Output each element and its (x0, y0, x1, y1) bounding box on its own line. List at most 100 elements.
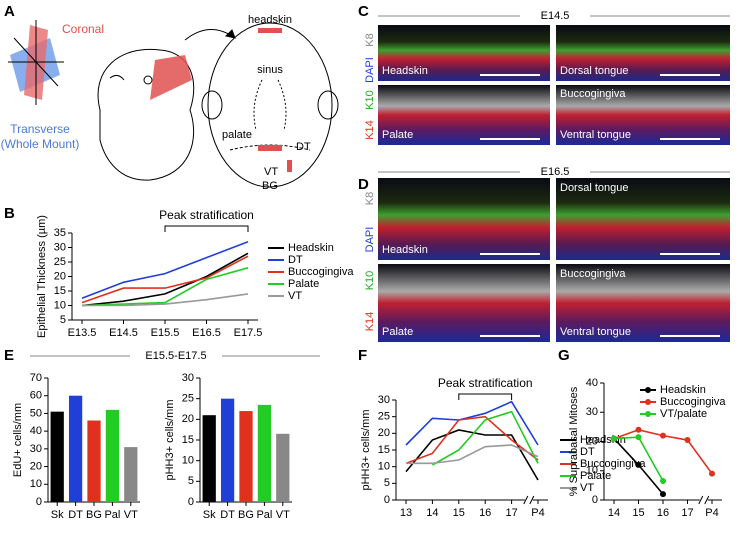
point (635, 426, 642, 433)
legend-label: DT (288, 254, 303, 266)
panel-label: F (358, 347, 367, 364)
y-tick-label: 15 (54, 285, 66, 297)
diagram-label: (Whole Mount) (1, 137, 80, 151)
stain-label: K10 (364, 90, 376, 110)
diagram-label: palate (222, 129, 252, 141)
legend-label: Palate (580, 470, 611, 482)
point (660, 432, 666, 439)
legend-label: VT (288, 290, 302, 302)
y-tick-label: 40 (30, 425, 42, 437)
y-tick-label: 25 (378, 411, 390, 423)
y-tick-label: 35 (54, 227, 66, 239)
x-tick-label: BG (238, 509, 254, 521)
legend-swatch (645, 411, 651, 417)
axis-break (699, 496, 708, 504)
y-tick-label: 0 (188, 496, 194, 508)
y-tick-label: 5 (60, 314, 66, 326)
legend-label: VT/palate (660, 408, 707, 420)
series-line (405, 415, 539, 465)
y-tick-label: 25 (54, 256, 66, 268)
y-tick-label: 30 (378, 394, 390, 406)
annotation-bracket (164, 225, 249, 232)
bar (202, 415, 216, 502)
x-tick-label: E14.5 (109, 327, 138, 339)
axis-break (529, 495, 535, 505)
x-tick-label: Sk (203, 509, 216, 521)
y-tick-label: 30 (30, 443, 42, 455)
y-tick-label: 70 (30, 372, 42, 384)
diagram-label: VT (264, 166, 278, 178)
series-line (406, 444, 539, 465)
x-tick-label: E17.5 (234, 327, 263, 339)
stain-label: K10 (364, 271, 376, 291)
series-line (81, 252, 249, 307)
bar (257, 404, 272, 502)
x-tick-label: Sk (51, 509, 64, 521)
label-bg (130, 348, 222, 364)
panel-label: A (4, 3, 15, 20)
bar (50, 411, 64, 502)
y-axis-label: % Suprabasal Mitoses (568, 386, 580, 496)
annotation: Peak stratification (159, 208, 254, 222)
x-tick-label: 16 (657, 507, 669, 519)
legend-label: Headskin (288, 242, 334, 254)
diagram-label: headskin (248, 14, 292, 26)
x-tick-label: 14 (426, 507, 438, 519)
diagram-label: Coronal (62, 22, 104, 36)
panel-label: E (4, 347, 14, 364)
micrographs (378, 25, 730, 342)
stage-label: E14.5 (541, 10, 570, 22)
panel-label: B (4, 205, 15, 222)
y-axis-label: pHH3+ cells/mm (164, 400, 176, 481)
diagram-label: Transverse (10, 122, 70, 136)
stain-label: K14 (364, 312, 376, 332)
point (660, 477, 666, 484)
diagram-label: DT (296, 141, 311, 153)
tissue-label: Buccogingiva (560, 268, 626, 280)
x-tick-label: Pal (256, 509, 272, 521)
x-tick-label: VT (276, 509, 290, 521)
y-axis-label: Epithelial Thickness (µm) (36, 215, 48, 338)
y-tick-label: 20 (378, 427, 390, 439)
label-bg (520, 8, 590, 24)
series-line (82, 293, 249, 307)
panel-label: D (358, 176, 369, 193)
x-tick-label: 17 (681, 507, 693, 519)
legend-swatch (645, 387, 651, 393)
series-line (81, 240, 249, 299)
bar (276, 433, 290, 502)
bar (220, 398, 235, 502)
stain-label: K14 (364, 120, 376, 140)
x-tick-label: E16.5 (192, 327, 221, 339)
point (709, 470, 715, 477)
axis-break (704, 495, 710, 505)
x-tick-label: E13.5 (68, 327, 97, 339)
y-tick-label: 10 (182, 455, 194, 467)
x-tick-label: E15.5 (151, 327, 180, 339)
y-tick-label: 5 (384, 477, 390, 489)
annotation: Peak stratification (438, 376, 533, 390)
y-tick-label: 30 (586, 406, 598, 418)
x-tick-label: 15 (632, 507, 644, 519)
point (684, 437, 691, 444)
bar (239, 411, 253, 502)
legend-label: VT (580, 482, 594, 494)
label-bg (520, 164, 590, 180)
y-tick-label: 15 (378, 444, 390, 456)
y-tick-label: 25 (182, 393, 194, 405)
y-tick-label: 40 (586, 377, 598, 389)
panel-label: C (358, 3, 369, 20)
legend-label: Buccogingiva (580, 458, 646, 470)
y-tick-label: 5 (188, 475, 194, 487)
y-tick-label: 10 (586, 465, 598, 477)
y-axis-label: EdU+ cells/mm (12, 403, 24, 477)
tissue-label: Buccogingiva (560, 88, 626, 100)
y-tick-label: 0 (384, 494, 390, 506)
period-label: E15.5-E17.5 (145, 350, 206, 362)
y-tick-label: 60 (30, 390, 42, 402)
y-tick-label: 20 (586, 435, 598, 447)
y-tick-label: 0 (36, 496, 42, 508)
series-line (432, 410, 539, 466)
stain-label: DAPI (364, 57, 376, 83)
